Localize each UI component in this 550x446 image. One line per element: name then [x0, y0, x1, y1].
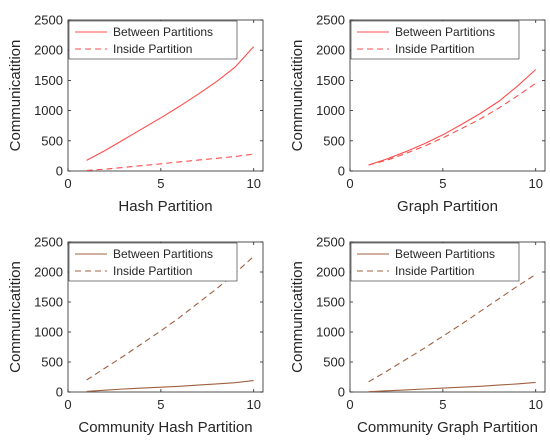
- x-axis-label: Hash Partition: [118, 198, 212, 215]
- x-tick-label: 0: [64, 397, 71, 412]
- y-tick-label: 1000: [34, 103, 63, 118]
- x-tick-label: 5: [157, 397, 164, 412]
- x-tick-label: 0: [64, 176, 71, 191]
- y-tick-label: 2000: [34, 43, 63, 58]
- series-line-inside-partition: [86, 153, 254, 171]
- series-line-between-partitions: [86, 380, 254, 392]
- legend: Between Partitions Inside Partition: [68, 20, 238, 60]
- y-tick-label: 500: [323, 355, 345, 370]
- y-tick-label: 2500: [34, 13, 63, 28]
- series-line-inside-partition: [368, 273, 536, 383]
- axes-box: [349, 19, 546, 172]
- legend-label: Between Partitions: [113, 25, 213, 39]
- legend: Between Partitions Inside Partition: [350, 242, 520, 282]
- legend-label: Between Partitions: [395, 25, 495, 39]
- chart-panel-4: 0 500 1000 1500 2000 2500 0 5 10 Community Graph …: [289, 235, 546, 436]
- axes-box: [349, 241, 546, 393]
- y-tick-label: 1500: [34, 295, 63, 310]
- x-axis-label: Graph Partition: [397, 198, 498, 215]
- y-tick-label: 2000: [34, 265, 63, 280]
- y-tick-label: 1000: [316, 103, 345, 118]
- y-axis-label: Communicatition: [289, 40, 306, 152]
- legend-box: [350, 242, 520, 282]
- x-tick-label: 10: [528, 176, 542, 191]
- y-axis-label: Communicatition: [289, 261, 306, 373]
- y-tick-label: 1500: [316, 73, 345, 88]
- axes-box: [67, 241, 264, 393]
- y-tick-label: 2500: [316, 235, 345, 250]
- y-tick-label: 2500: [34, 235, 63, 250]
- x-axis-label: Community Graph Partition: [357, 419, 538, 436]
- y-tick-label: 0: [338, 164, 345, 179]
- legend-label: Between Partitions: [395, 247, 495, 261]
- x-axis-label: Community Hash Partition: [78, 419, 252, 436]
- y-tick-label: 0: [56, 164, 63, 179]
- y-tick-label: 500: [41, 133, 63, 148]
- y-tick-label: 2500: [316, 13, 345, 28]
- legend-label: Inside Partition: [395, 42, 474, 56]
- axes-box: [67, 19, 264, 172]
- y-axis-label: Communicatition: [7, 261, 24, 373]
- y-tick-label: 0: [338, 385, 345, 400]
- y-tick-label: 1000: [34, 325, 63, 340]
- y-tick-label: 1500: [316, 295, 345, 310]
- y-tick-label: 2000: [316, 265, 345, 280]
- x-tick-label: 0: [346, 176, 353, 191]
- series-line-between-partitions: [86, 46, 255, 161]
- legend-box: [350, 20, 520, 60]
- y-tick-label: 500: [41, 355, 63, 370]
- x-tick-label: 5: [439, 176, 446, 191]
- legend-box: [68, 242, 238, 282]
- x-tick-label: 10: [246, 397, 260, 412]
- chart-panel-1: 0 500 1000 1500 2000 2500 0 5 10 Hash Partition Co…: [7, 13, 264, 215]
- y-tick-label: 500: [323, 133, 345, 148]
- legend: Between Partitions Inside Partition: [68, 242, 238, 282]
- chart-panel-3: 0 500 1000 1500 2000 2500 0 5 10 Community Hash P…: [7, 235, 264, 436]
- series-line-between-partitions: [368, 69, 537, 166]
- legend-label: Between Partitions: [113, 247, 213, 261]
- legend-label: Inside Partition: [395, 264, 474, 278]
- x-tick-label: 5: [439, 397, 446, 412]
- legend-label: Inside Partition: [113, 42, 192, 56]
- legend: Between Partitions Inside Partition: [350, 20, 520, 60]
- x-tick-label: 10: [528, 397, 542, 412]
- series-line-between-partitions: [368, 381, 536, 393]
- series-line-inside-partition: [368, 82, 537, 166]
- x-tick-label: 0: [346, 397, 353, 412]
- x-tick-label: 10: [246, 176, 260, 191]
- y-tick-label: 2000: [316, 43, 345, 58]
- chart-panel-2: 0 500 1000 1500 2000 2500 0 5 10 Graph Partition C…: [289, 13, 546, 215]
- legend-box: [68, 20, 238, 60]
- y-tick-label: 0: [56, 385, 63, 400]
- y-axis-label: Communicatition: [7, 40, 24, 152]
- x-tick-label: 5: [157, 176, 164, 191]
- y-tick-label: 1500: [34, 73, 63, 88]
- legend-label: Inside Partition: [113, 264, 192, 278]
- y-tick-label: 1000: [316, 325, 345, 340]
